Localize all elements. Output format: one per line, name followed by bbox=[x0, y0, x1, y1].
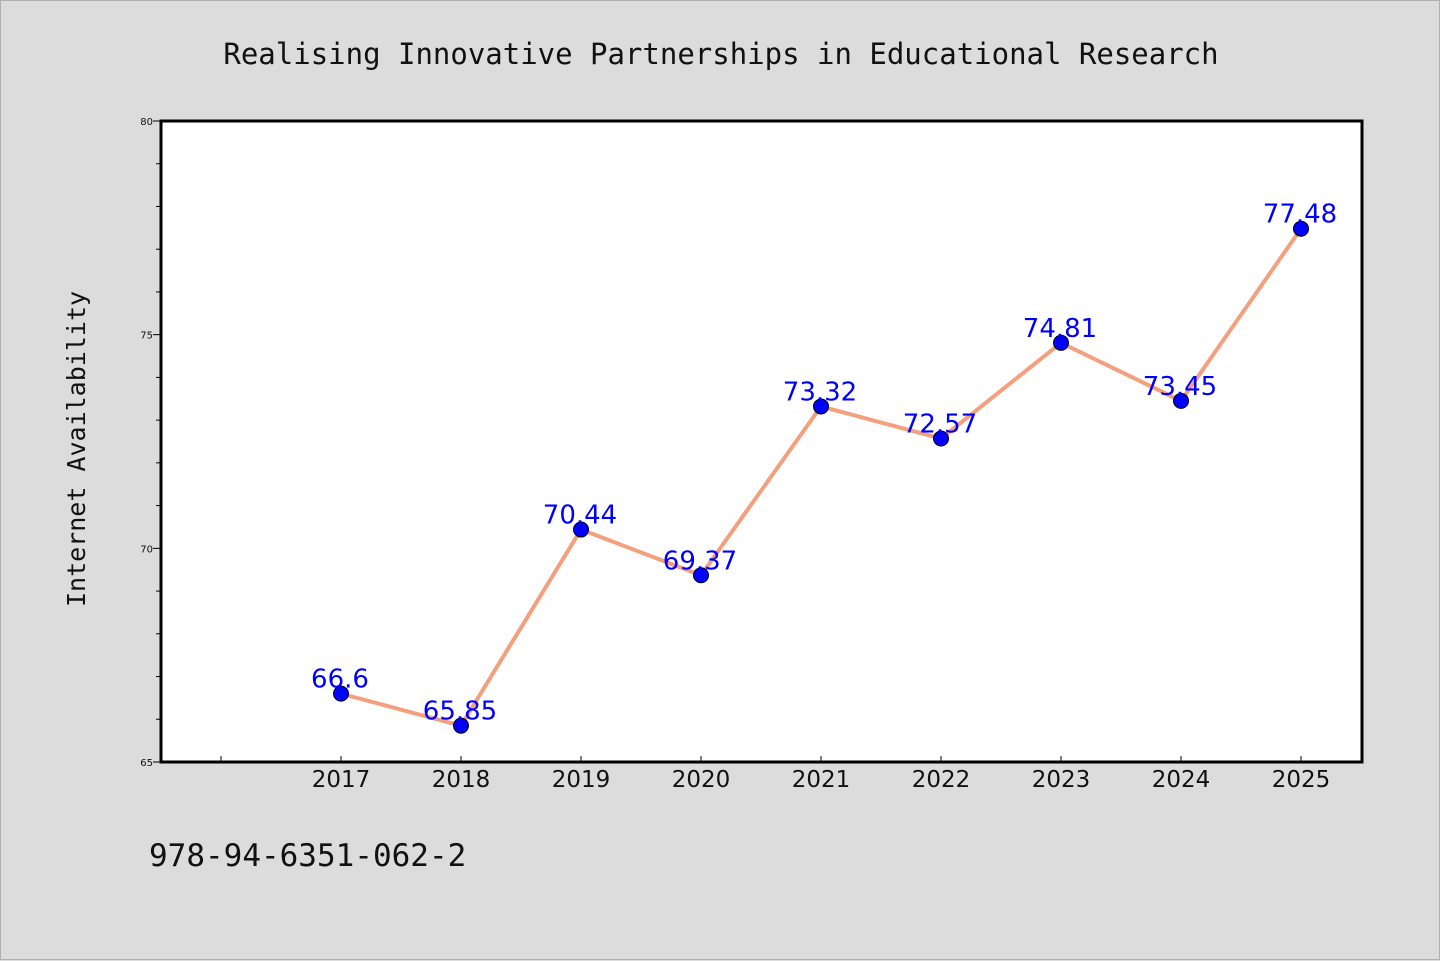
data-point-marker bbox=[813, 398, 829, 415]
y-tick-label: 65 bbox=[140, 758, 153, 769]
x-axis: 2017 2018 2019 2020 2021 2022 2023 2024 2025 bbox=[220, 756, 1331, 793]
data-point-marker bbox=[1173, 392, 1189, 409]
data-labels-group: 66.6 65.85 70.44 69.37 73.32 72.57 74.81 73.45 7… bbox=[311, 200, 1337, 727]
data-label: 66.6 bbox=[311, 665, 369, 695]
x-tick-label: 2024 bbox=[1152, 767, 1211, 793]
y-axis: 65 70 75 80 bbox=[140, 117, 161, 769]
x-tick-label: 2018 bbox=[432, 767, 491, 793]
data-label: 69.37 bbox=[663, 546, 737, 576]
chart-title: Realising Innovative Partnerships in Edu… bbox=[223, 37, 1218, 71]
data-point-marker bbox=[573, 521, 589, 538]
y-tick-label: 80 bbox=[140, 117, 153, 128]
data-point-marker bbox=[453, 717, 469, 734]
data-label: 72.57 bbox=[903, 410, 977, 440]
data-point-marker bbox=[333, 685, 349, 702]
data-point-marker bbox=[1293, 220, 1309, 237]
y-tick-label: 70 bbox=[140, 544, 153, 555]
y-axis-label: Internet Availability bbox=[62, 291, 91, 607]
x-tick-label: 2017 bbox=[312, 767, 371, 793]
data-point-marker bbox=[933, 430, 949, 447]
data-point-marker bbox=[1053, 334, 1069, 351]
series-line-group bbox=[333, 220, 1309, 734]
data-label: 74.81 bbox=[1023, 314, 1097, 344]
data-label: 77.48 bbox=[1263, 200, 1337, 230]
plot-area bbox=[159, 119, 1364, 764]
y-tick-label: 75 bbox=[140, 331, 153, 342]
isbn-footnote: 978-94-6351-062-2 bbox=[149, 838, 466, 874]
x-tick-label: 2021 bbox=[792, 767, 851, 793]
data-label: 65.85 bbox=[423, 697, 497, 727]
data-point-marker bbox=[693, 567, 709, 584]
x-tick-label: 2019 bbox=[552, 767, 611, 793]
x-tick-label: 2023 bbox=[1032, 767, 1091, 793]
data-label: 73.45 bbox=[1143, 372, 1217, 402]
x-tick-label: 2025 bbox=[1272, 767, 1331, 793]
data-label: 73.32 bbox=[783, 377, 857, 407]
x-tick-label: 2020 bbox=[672, 767, 731, 793]
x-tick-label: 2022 bbox=[912, 767, 971, 793]
data-label: 70.44 bbox=[543, 501, 617, 531]
